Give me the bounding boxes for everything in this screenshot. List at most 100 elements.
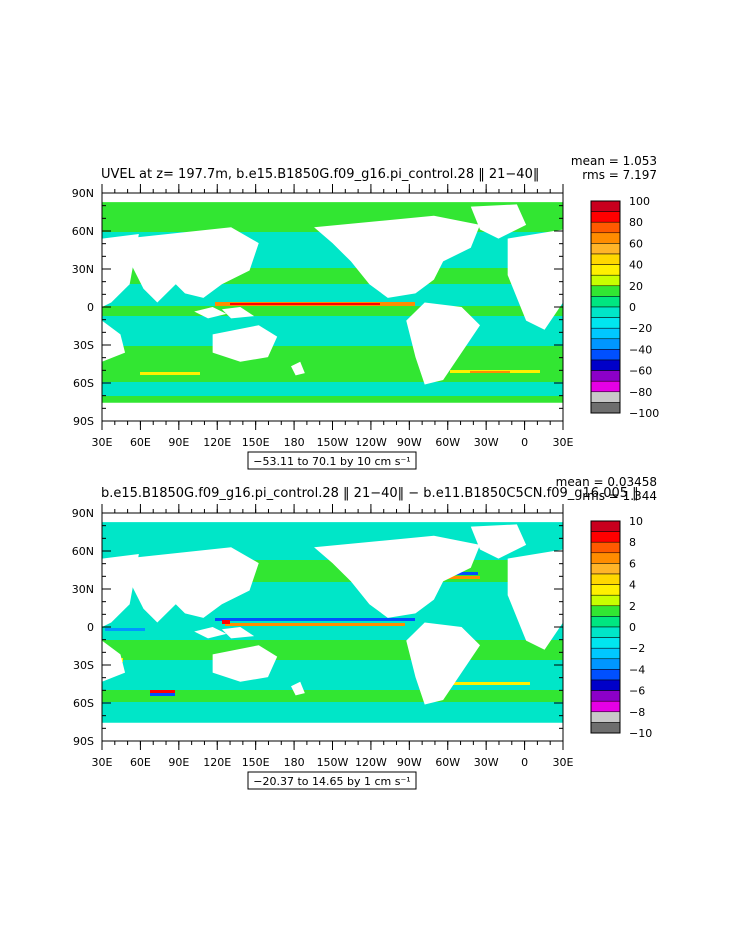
colorbar-frame <box>590 200 621 414</box>
y-tick-label: 90N <box>72 187 94 200</box>
colorbar-swatch <box>590 296 621 308</box>
map-2-mean: mean = 0.03458 <box>556 475 657 489</box>
map-2-colorbar: 10 8 6 4 2 0 −2 −4 −6 −8 −10 <box>590 515 652 740</box>
colorbar-label: −80 <box>629 386 652 399</box>
x-tick-label: 60E <box>130 436 151 449</box>
colorbar-swatch <box>590 221 621 234</box>
x-tick-label: 0 <box>521 436 528 449</box>
colorbar-swatch <box>590 338 621 350</box>
y-tick-label: 60N <box>72 545 94 558</box>
colorbar-swatch <box>590 690 621 702</box>
colorbar-swatch <box>590 541 621 554</box>
colorbar-swatch <box>590 531 621 543</box>
map-1-rms: rms = 7.197 <box>582 168 657 182</box>
map-2-contour-info: −20.37 to 14.65 by 1 cm s⁻¹ <box>253 775 410 788</box>
colorbar-label: 2 <box>629 600 636 613</box>
colorbar-label: −60 <box>629 365 652 378</box>
x-tick-label: 30E <box>92 436 113 449</box>
colorbar-swatch <box>590 616 621 628</box>
y-tick-label: 60N <box>72 225 94 238</box>
map-1-contour-info: −53.11 to 70.1 by 10 cm s⁻¹ <box>253 455 410 468</box>
colorbar-swatch <box>590 380 621 393</box>
colorbar-label: 0 <box>629 301 636 314</box>
x-tick-label: 120W <box>355 756 387 769</box>
y-tick-label: 0 <box>87 621 94 634</box>
map-2-rms: rms = 1.344 <box>582 489 657 503</box>
x-tick-label: 90E <box>168 436 189 449</box>
colorbar-swatch <box>590 679 621 691</box>
colorbar-label: 10 <box>629 515 643 528</box>
x-tick-label: 150W <box>317 436 349 449</box>
map-1-mean: mean = 1.053 <box>571 154 657 168</box>
colorbar-swatch <box>590 391 621 403</box>
colorbar-swatch <box>590 349 621 361</box>
colorbar-swatch <box>590 626 621 638</box>
x-tick-label: 120W <box>355 436 387 449</box>
x-tick-label: 60E <box>130 756 151 769</box>
colorbar-swatch <box>590 552 621 564</box>
colorbar-swatch <box>590 722 621 734</box>
colorbar-swatch <box>590 563 621 575</box>
colorbar-label: 100 <box>629 195 650 208</box>
colorbar-swatch <box>590 285 621 297</box>
y-tick-label: 90S <box>73 735 94 748</box>
map-1-title: UVEL at z= 197.7m, b.e15.B1850G.f09_g16.… <box>101 167 539 182</box>
colorbar-swatch <box>590 264 621 276</box>
x-tick-label: 150E <box>242 436 270 449</box>
colorbar-swatch <box>590 700 621 713</box>
x-tick-label: 150W <box>317 756 349 769</box>
colorbar-label: 0 <box>629 621 636 634</box>
map-1-field <box>102 193 563 421</box>
colorbar-swatch <box>590 243 621 255</box>
colorbar-label: −4 <box>629 663 645 676</box>
colorbar-label: 20 <box>629 280 643 293</box>
colorbar-swatch <box>590 232 621 244</box>
colorbar-label: −10 <box>629 727 652 740</box>
panel-1: 90N 60N 30N 0 30S 60S 90S 30E 60E 90E 120E 150E 180… <box>72 154 659 470</box>
y-tick-label: 90N <box>72 507 94 520</box>
colorbar-swatch <box>590 584 621 596</box>
x-tick-label: 90W <box>397 756 422 769</box>
colorbar-swatch <box>590 200 621 212</box>
colorbar-swatch <box>590 327 621 340</box>
colorbar-label: 60 <box>629 237 643 250</box>
map-2-y-axis: 90N 60N 30N 0 30S 60S 90S <box>72 507 94 748</box>
x-tick-label: 30E <box>553 756 574 769</box>
x-tick-label: 120E <box>203 436 231 449</box>
map-1-ticks <box>101 184 564 430</box>
colorbar-label: 40 <box>629 259 643 272</box>
map-2-title: b.e15.B1850G.f09_g16.pi_control.28 ‖ 21−… <box>101 486 639 501</box>
y-tick-label: 60S <box>73 377 94 390</box>
map-2-x-axis: 30E 60E 90E 120E 150E 180 150W 120W 90W 60W 30W 0 30… <box>92 756 574 769</box>
colorbar-swatch <box>590 637 621 649</box>
y-tick-label: 30S <box>73 339 94 352</box>
y-tick-label: 30S <box>73 659 94 672</box>
map-2-ticks <box>101 504 564 750</box>
y-tick-label: 90S <box>73 415 94 428</box>
panel-2: 90N 60N 30N 0 30S 60S 90S 30E 60E 90E 120E 150E 180… <box>72 475 657 790</box>
colorbar-swatch <box>590 402 621 414</box>
map-2-contour-info-box <box>247 771 417 790</box>
colorbar-label: 80 <box>629 216 643 229</box>
map-1-x-axis: 30E 60E 90E 120E 150E 180 150W 120W 90W 60W 30W 0 30… <box>92 436 574 449</box>
x-tick-label: 60W <box>435 756 460 769</box>
colorbar-frame <box>590 520 621 734</box>
colorbar-swatch <box>590 647 621 660</box>
x-tick-label: 30E <box>92 756 113 769</box>
x-tick-label: 120E <box>203 756 231 769</box>
colorbar-swatch <box>590 573 621 585</box>
colorbar-swatch <box>590 359 621 371</box>
colorbar-label: −100 <box>629 407 659 420</box>
colorbar-label: −40 <box>629 343 652 356</box>
x-tick-label: 0 <box>521 756 528 769</box>
colorbar-swatch <box>590 658 621 670</box>
colorbar-swatch <box>590 605 621 617</box>
colorbar-swatch <box>590 520 621 532</box>
y-tick-label: 60S <box>73 697 94 710</box>
colorbar-swatch <box>590 211 621 223</box>
colorbar-swatch <box>590 711 621 723</box>
x-tick-label: 30W <box>474 436 499 449</box>
colorbar-label: −2 <box>629 642 645 655</box>
map-1-contour-info-box <box>247 451 417 470</box>
colorbar-label: 8 <box>629 536 636 549</box>
